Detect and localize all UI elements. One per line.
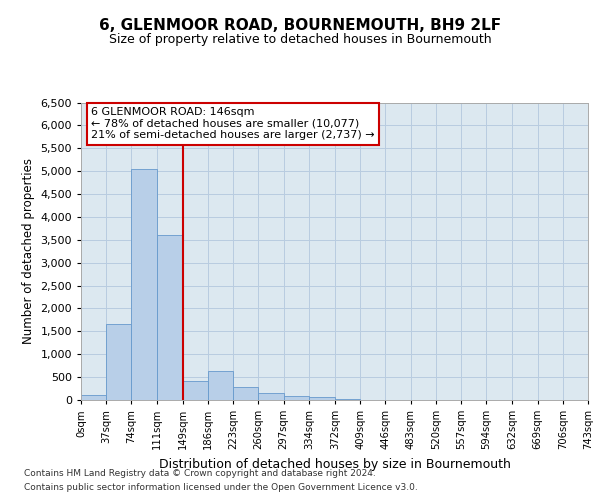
- Bar: [157, 235, 182, 400]
- X-axis label: Distribution of detached houses by size in Bournemouth: Distribution of detached houses by size …: [158, 458, 511, 470]
- Bar: [233, 386, 259, 400]
- Text: Size of property relative to detached houses in Bournemouth: Size of property relative to detached ho…: [109, 32, 491, 46]
- Text: 6, GLENMOOR ROAD, BOURNEMOUTH, BH9 2LF: 6, GLENMOOR ROAD, BOURNEMOUTH, BH9 2LF: [99, 18, 501, 32]
- Y-axis label: Number of detached properties: Number of detached properties: [22, 158, 35, 344]
- Text: Contains public sector information licensed under the Open Government Licence v3: Contains public sector information licen…: [24, 484, 418, 492]
- Bar: [309, 398, 335, 400]
- Bar: [182, 381, 208, 400]
- Bar: [208, 371, 233, 400]
- Bar: [335, 398, 360, 400]
- Bar: [259, 393, 284, 400]
- Text: Contains HM Land Registry data © Crown copyright and database right 2024.: Contains HM Land Registry data © Crown c…: [24, 468, 376, 477]
- Bar: [106, 324, 131, 400]
- Bar: [284, 396, 309, 400]
- Text: 6 GLENMOOR ROAD: 146sqm
← 78% of detached houses are smaller (10,077)
21% of sem: 6 GLENMOOR ROAD: 146sqm ← 78% of detache…: [91, 107, 375, 140]
- Bar: [81, 396, 106, 400]
- Bar: [131, 169, 157, 400]
